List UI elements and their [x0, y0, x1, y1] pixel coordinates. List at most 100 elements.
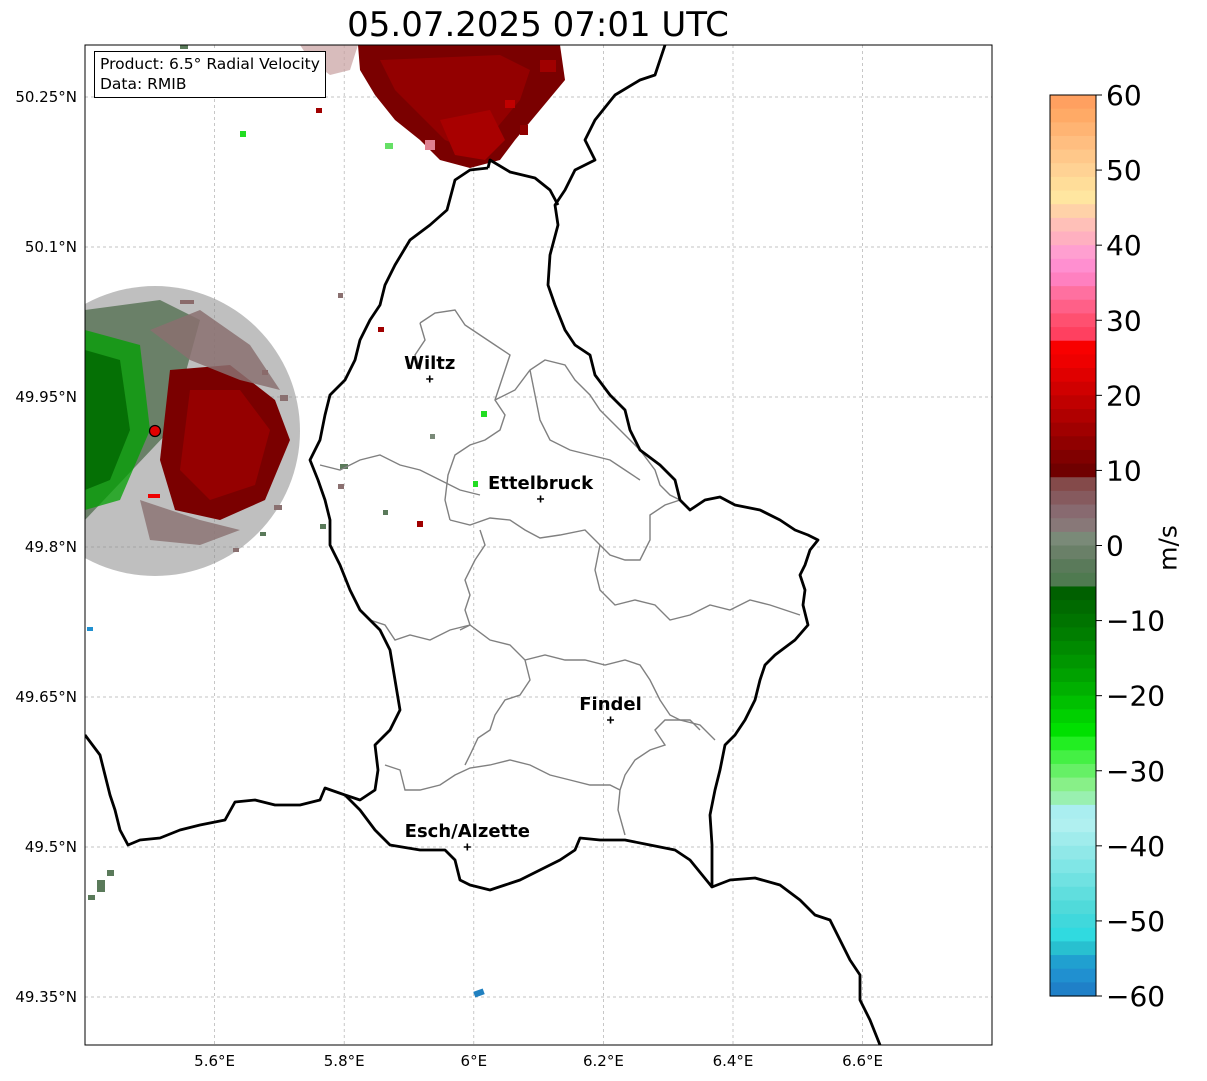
colorbar-swatch [1050, 258, 1096, 274]
colorbar-swatch [1050, 791, 1096, 806]
colorbar-swatch [1050, 627, 1096, 642]
lat-tick-label: 50.1°N [25, 238, 77, 256]
colorbar-swatch [1050, 750, 1096, 765]
colorbar-tick-label: 60 [1106, 79, 1142, 112]
lat-tick-label: 49.65°N [15, 688, 77, 706]
colorbar-tick-label: 20 [1106, 379, 1142, 412]
colorbar-swatch [1050, 340, 1096, 355]
colorbar-swatch [1050, 873, 1096, 888]
colorbar-swatch [1050, 682, 1096, 697]
colorbar-swatch [1050, 163, 1096, 178]
colorbar-swatch [1050, 641, 1096, 656]
colorbar-swatch [1050, 531, 1096, 547]
colorbar-swatch [1050, 914, 1096, 929]
colorbar-swatch [1050, 777, 1096, 792]
lat-tick-label: 49.8°N [25, 538, 77, 556]
colorbar-tick-label: −20 [1106, 680, 1165, 713]
colorbar-swatch [1050, 859, 1096, 874]
colorbar-swatch [1050, 449, 1096, 465]
colorbar-tick-label: −60 [1106, 980, 1165, 1013]
lat-tick-label: 50.25°N [15, 88, 77, 106]
lon-tick-label: 6.4°E [713, 1052, 754, 1070]
colorbar-swatch [1050, 286, 1096, 301]
colorbar-swatch [1050, 572, 1096, 588]
colorbar-swatch [1050, 272, 1096, 287]
colorbar-swatch [1050, 395, 1096, 410]
colorbar-swatch [1050, 736, 1096, 751]
colorbar-tick-label: −30 [1106, 755, 1165, 788]
info-box: Product: 6.5° Radial Velocity Data: RMIB [94, 51, 326, 98]
lon-tick-label: 6.6°E [842, 1052, 883, 1070]
city-marker-icon [537, 495, 545, 503]
lon-tick-label: 6.2°E [583, 1052, 624, 1070]
colorbar-swatch [1050, 982, 1096, 997]
colorbar-swatch [1050, 354, 1096, 369]
colorbar-swatch [1050, 299, 1096, 315]
colorbar-swatch [1050, 245, 1096, 260]
colorbar-swatch [1050, 586, 1096, 601]
colorbar-label: m/s [1153, 525, 1183, 571]
colorbar-swatch [1050, 668, 1096, 683]
city-label: Wiltz [404, 353, 455, 374]
map-title: 05.07.2025 07:01 UTC [347, 5, 729, 45]
colorbar-tick-label: 30 [1106, 304, 1142, 337]
colorbar-swatch [1050, 176, 1096, 192]
city-marker-icon [607, 716, 615, 724]
lat-tick-label: 49.5°N [25, 838, 77, 856]
colorbar-tick-label: −40 [1106, 830, 1165, 863]
colorbar-swatch [1050, 368, 1096, 383]
colorbar-swatch [1050, 654, 1096, 669]
velocity-echo-radar [85, 286, 300, 576]
velocity-echo-scatter [87, 293, 487, 998]
velocity-echo-north [180, 45, 565, 168]
colorbar-swatch [1050, 95, 1096, 110]
city-label: Ettelbruck [488, 473, 594, 494]
colorbar-swatch [1050, 722, 1096, 738]
colorbar-swatch [1050, 204, 1096, 219]
colorbar-tick-label: −50 [1106, 905, 1165, 938]
colorbar-swatch [1050, 886, 1096, 902]
lat-tick-label: 49.95°N [15, 388, 77, 406]
colorbar-swatch [1050, 313, 1096, 328]
colorbar-swatch [1050, 436, 1096, 451]
radar-site-marker [148, 424, 162, 438]
data-source-label: Data: RMIB [100, 75, 187, 93]
colorbar-swatch [1050, 518, 1096, 533]
colorbar-swatch [1050, 149, 1096, 164]
colorbar-swatch [1050, 941, 1096, 956]
city-label: Esch/Alzette [405, 821, 530, 842]
colorbar-swatch [1050, 108, 1096, 123]
colorbar-swatch [1050, 709, 1096, 724]
colorbar-swatch [1050, 613, 1096, 629]
axis-ticks: 5.6°E 5.8°E 6°E 6.2°E 6.4°E 6.6°E 50.25°N 50.1°… [15, 88, 883, 1070]
colorbar-tick-label: 10 [1106, 454, 1142, 487]
canton-borders [319, 309, 801, 836]
colorbar-tick-label: −10 [1106, 605, 1165, 638]
lon-tick-label: 5.8°E [324, 1052, 365, 1070]
colorbar-tick-label: 50 [1106, 154, 1142, 187]
colorbar-swatch [1050, 135, 1096, 151]
city-label: Findel [579, 694, 642, 715]
colorbar-swatch [1050, 763, 1096, 779]
colorbar-swatch [1050, 832, 1096, 847]
colorbar-swatch [1050, 490, 1096, 506]
colorbar: 60 50 40 30 20 10 0 −10 −20 −30 −40 −50 −60 [1049, 79, 1165, 1013]
colorbar-swatch [1050, 217, 1096, 233]
colorbar-swatch [1050, 845, 1096, 861]
colorbar-swatch [1050, 600, 1096, 615]
colorbar-swatch [1050, 327, 1096, 342]
city-markers: Wiltz Ettelbruck Findel Esch/Alzette [404, 353, 642, 851]
colorbar-swatch [1050, 477, 1096, 492]
colorbar-swatch [1050, 504, 1096, 519]
colorbar-swatch [1050, 463, 1096, 478]
colorbar-swatch [1050, 968, 1096, 983]
colorbar-tick-label: 0 [1106, 530, 1124, 563]
city-marker-icon [463, 843, 471, 851]
colorbar-swatch [1050, 231, 1096, 246]
colorbar-swatch [1050, 408, 1096, 424]
colorbar-swatch [1050, 804, 1096, 820]
colorbar-swatch [1050, 545, 1096, 560]
colorbar-swatch [1050, 122, 1096, 137]
lon-tick-label: 5.6°E [194, 1052, 235, 1070]
